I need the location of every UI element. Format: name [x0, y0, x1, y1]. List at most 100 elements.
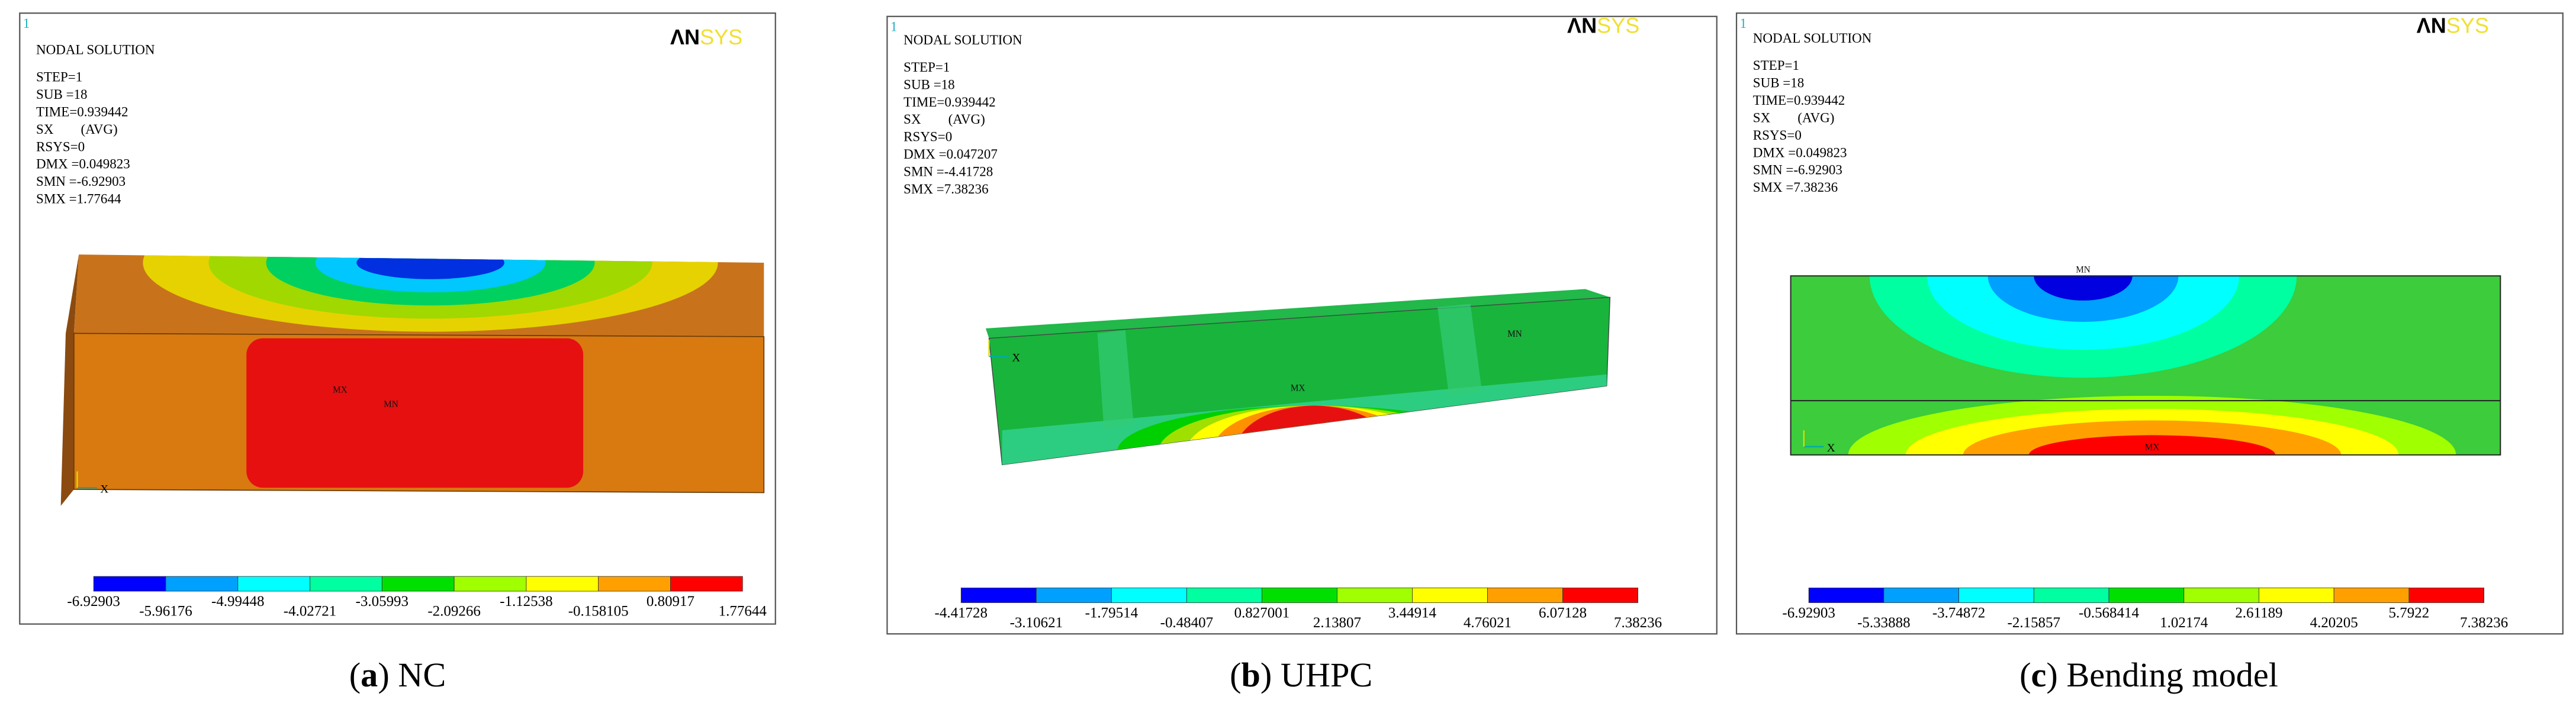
legend-swatch — [526, 576, 599, 592]
info-line: RSYS=0 — [903, 129, 952, 144]
info-line: SMX =7.38236 — [903, 181, 988, 196]
info-line: RSYS=0 — [1753, 127, 1802, 143]
legend-label: -1.12538 — [500, 594, 552, 609]
info-line: SUB =18 — [36, 86, 88, 102]
marker: MX — [2145, 442, 2160, 452]
logo-sys: SYS — [700, 25, 742, 49]
info-line: SX (AVG) — [903, 111, 985, 127]
logo: ΛNSYS — [1567, 14, 1639, 38]
legend-swatch — [960, 588, 1037, 603]
contour — [2029, 435, 2276, 455]
legend-label: -3.74872 — [1932, 605, 1985, 621]
contours — [143, 254, 718, 332]
legend-swatch — [1883, 588, 1959, 603]
caption-part: ) UHPC — [1260, 656, 1372, 694]
legend-label: -5.33888 — [1857, 615, 1910, 631]
legend-swatch — [310, 576, 382, 592]
window-number: 1 — [1740, 15, 1747, 31]
legend-swatch — [454, 576, 527, 592]
legend-swatch — [598, 576, 671, 592]
legend-label: -0.568414 — [2079, 605, 2139, 621]
legend-label: 1.77644 — [719, 604, 767, 620]
marker: MX — [1291, 383, 1305, 394]
legend-label: -2.15857 — [2008, 615, 2060, 631]
info-line: TIME=0.939442 — [36, 104, 128, 119]
legend-swatch — [237, 576, 310, 592]
caption: (c) Bending model — [2019, 656, 2278, 694]
caption-part: ( — [2019, 656, 2031, 694]
info-line: SMX =1.77644 — [36, 191, 121, 207]
axis-label: X — [100, 483, 108, 496]
caption-part: ( — [349, 656, 361, 694]
contours — [1848, 276, 2456, 455]
legend-label: -6.92903 — [67, 594, 120, 609]
legend-label: -0.48407 — [1160, 615, 1213, 631]
caption-part: ( — [1230, 656, 1241, 694]
caption: (a) NC — [349, 656, 446, 694]
info-line: DMX =0.049823 — [1753, 144, 1847, 160]
band — [1437, 304, 1482, 396]
legend-swatch — [2408, 588, 2485, 603]
legend-label: 0.827001 — [1234, 605, 1290, 621]
info-line: RSYS=0 — [36, 138, 85, 154]
legend-swatch — [1958, 588, 2034, 603]
window-number: 1 — [890, 19, 898, 34]
legend-swatch — [2033, 588, 2109, 603]
band — [1097, 330, 1134, 431]
legend-label: 1.02174 — [2160, 615, 2208, 631]
legend-label: -4.41728 — [935, 605, 988, 621]
info-line: SX (AVG) — [36, 121, 118, 137]
legend-label: -4.99448 — [211, 594, 264, 609]
legend-label: 2.13807 — [1313, 615, 1361, 631]
info-line: SMX =7.38236 — [1753, 179, 1838, 195]
caption-part: ) Bending model — [2046, 656, 2278, 694]
legend-swatch — [2333, 588, 2410, 603]
caption-part: ) NC — [378, 656, 446, 694]
legend-swatch — [1261, 588, 1337, 603]
axis-label: X — [1012, 352, 1020, 365]
legend-swatch — [1487, 588, 1563, 603]
info-line: STEP=1 — [36, 69, 82, 85]
legend-label: 6.07128 — [1539, 605, 1587, 621]
caption-part: b — [1242, 656, 1260, 694]
info-line: SMN =-4.41728 — [903, 164, 993, 179]
legend-label: 7.38236 — [2460, 615, 2508, 631]
marker: MN — [2076, 265, 2091, 275]
legend-swatch — [2259, 588, 2334, 603]
caption: (b) UHPC — [1230, 656, 1372, 694]
info-line: NODAL SOLUTION — [36, 42, 155, 57]
info-line: TIME=0.939442 — [1753, 92, 1845, 108]
legend-swatch — [1412, 588, 1488, 603]
legend-swatch — [2183, 588, 2259, 603]
info-line: DMX =0.047207 — [903, 146, 998, 162]
legend-swatch — [670, 576, 743, 592]
legend-swatch — [1562, 588, 1638, 603]
legend-swatch — [381, 576, 455, 592]
beam-top — [985, 289, 1610, 338]
legend-label: -2.09266 — [427, 604, 480, 620]
legend-label: -3.05993 — [356, 594, 409, 609]
legend-swatch — [1186, 588, 1262, 603]
legend-label: 7.38236 — [1614, 615, 1662, 631]
legend-label: -5.96176 — [139, 604, 192, 620]
info-line: SUB =18 — [903, 76, 955, 92]
logo: ΛNSYS — [670, 25, 742, 49]
legend-label: -0.158105 — [568, 604, 629, 620]
logo-an: ΛN — [1567, 14, 1597, 38]
logo: ΛNSYS — [2417, 14, 2489, 38]
contour-red — [246, 338, 584, 488]
legend-label: 0.80917 — [647, 594, 694, 609]
info-line: DMX =0.049823 — [36, 156, 130, 172]
logo-sys: SYS — [2446, 14, 2489, 38]
info-line: TIME=0.939442 — [903, 94, 996, 109]
legend-swatch — [1035, 588, 1112, 603]
info-line: STEP=1 — [903, 59, 950, 75]
logo-an: ΛN — [2417, 14, 2446, 38]
info-line: SX (AVG) — [1753, 109, 1835, 125]
legend-label: 2.61189 — [2235, 605, 2282, 621]
axis-label: X — [1827, 442, 1835, 454]
marker: MN — [384, 399, 398, 409]
caption-part: c — [2031, 656, 2046, 694]
